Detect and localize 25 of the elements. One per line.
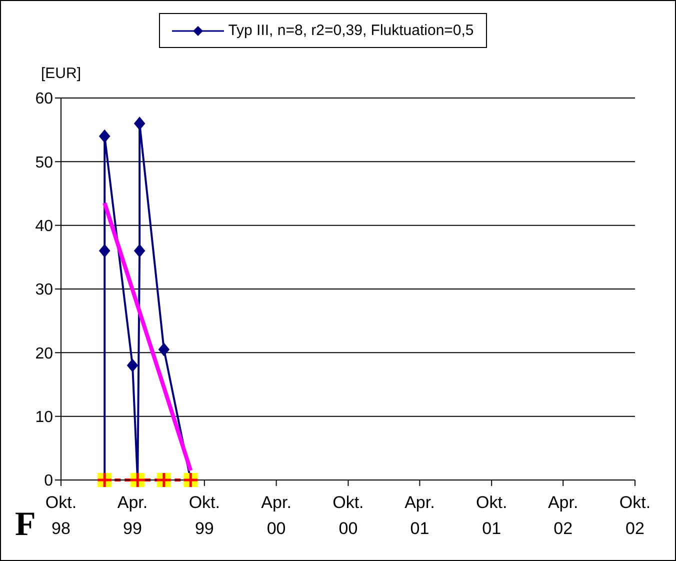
y-axis-title: [EUR] (41, 65, 82, 82)
legend-label: Typ III, n=8, r2=0,39, Fluktuation=0,5 (227, 22, 474, 39)
point (99, 130, 110, 143)
x-tick-label: Apr. 01 (404, 493, 435, 538)
y-tick-label: 20 (35, 345, 54, 362)
y-tick-label: 10 (35, 409, 54, 426)
letter-note: F (15, 506, 36, 544)
x-tick-label: Okt. 98 (45, 493, 77, 538)
x-tick-label: Okt. 02 (619, 493, 651, 538)
x-tick-label: Apr. 00 (261, 493, 292, 538)
y-tick-label: 30 (35, 282, 54, 299)
x-tick-label: Okt. 01 (476, 493, 508, 538)
point (134, 116, 146, 130)
point (158, 342, 170, 356)
point (134, 244, 146, 258)
x-tick-label: Okt. 00 (332, 493, 364, 538)
x-tick-label: Okt. 99 (188, 493, 220, 538)
point (127, 358, 138, 372)
point (99, 244, 110, 258)
y-tick-label: 0 (44, 472, 54, 490)
y-tick-label: 50 (35, 154, 54, 172)
x-tick-label: Apr. 99 (117, 493, 148, 538)
x-tick-label: Apr. 02 (548, 493, 578, 538)
y-tick-label: 60 (35, 90, 54, 108)
y-tick-label: 40 (35, 218, 54, 236)
